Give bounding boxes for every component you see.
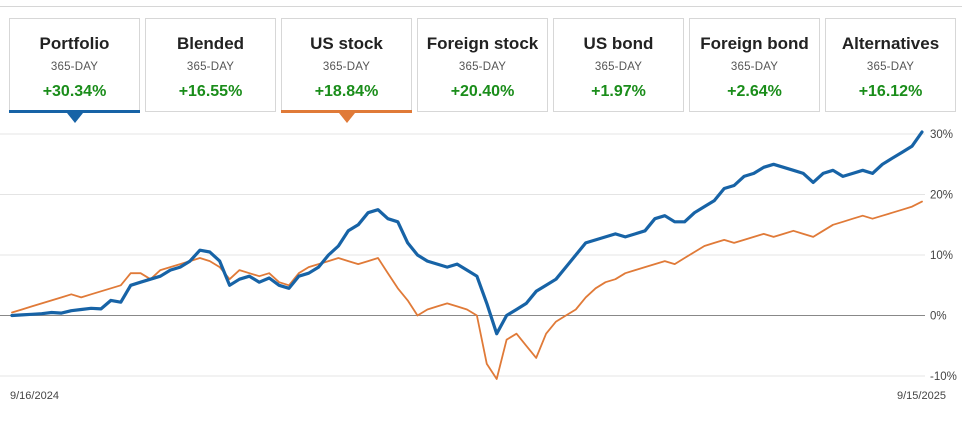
tab-underline <box>9 110 140 113</box>
tab-period: 365-DAY <box>458 61 507 73</box>
tab-underline <box>281 110 412 113</box>
y-tick-label: 10% <box>930 250 953 262</box>
series-line-us-stock <box>11 200 923 380</box>
y-tick-label: -10% <box>930 371 957 383</box>
tab-name: US stock <box>310 34 383 53</box>
tab-period: 365-DAY <box>322 61 371 73</box>
y-tick-label: 20% <box>930 190 953 202</box>
tab-alternatives[interactable]: Alternatives 365-DAY +16.12% <box>825 18 956 112</box>
tab-value: +16.55% <box>178 83 243 100</box>
tab-name: Portfolio <box>39 34 110 53</box>
tab-value: +18.84% <box>314 83 379 100</box>
tab-pointer-icon <box>66 113 83 123</box>
tab-foreign-stock[interactable]: Foreign stock 365-DAY +20.40% <box>417 18 548 112</box>
tab-period: 365-DAY <box>186 61 235 73</box>
top-divider <box>0 6 962 7</box>
y-tick-label: 0% <box>930 311 947 323</box>
tab-period: 365-DAY <box>50 61 99 73</box>
tab-period: 365-DAY <box>594 61 643 73</box>
tab-portfolio[interactable]: Portfolio 365-DAY +30.34% <box>9 18 140 123</box>
x-axis-end-date: 9/15/2025 <box>897 390 946 402</box>
y-tick-label: 30% <box>930 129 953 141</box>
tab-name: Alternatives <box>841 34 940 53</box>
tab-name: Foreign bond <box>700 34 809 53</box>
tab-value: +2.64% <box>727 83 782 100</box>
tab-period: 365-DAY <box>730 61 779 73</box>
tab-name: Foreign stock <box>426 34 539 53</box>
tab-value: +1.97% <box>591 83 646 100</box>
tab-period: 365-DAY <box>866 61 915 73</box>
series-line-portfolio <box>10 130 924 336</box>
tab-value: +20.40% <box>450 83 515 100</box>
performance-tabs: Portfolio 365-DAY +30.34% Blended 365-DA… <box>9 18 956 123</box>
tab-us-bond[interactable]: US bond 365-DAY +1.97% <box>553 18 684 112</box>
tab-name: US bond <box>583 34 654 53</box>
tab-name: Blended <box>176 34 245 53</box>
tab-value: +30.34% <box>42 83 107 100</box>
tab-pointer-icon <box>338 113 355 123</box>
x-axis-start-date: 9/16/2024 <box>10 390 59 402</box>
tab-us-stock[interactable]: US stock 365-DAY +18.84% <box>281 18 412 123</box>
tab-foreign-bond[interactable]: Foreign bond 365-DAY +2.64% <box>689 18 820 112</box>
tab-value: +16.12% <box>858 83 923 100</box>
tab-blended[interactable]: Blended 365-DAY +16.55% <box>145 18 276 112</box>
